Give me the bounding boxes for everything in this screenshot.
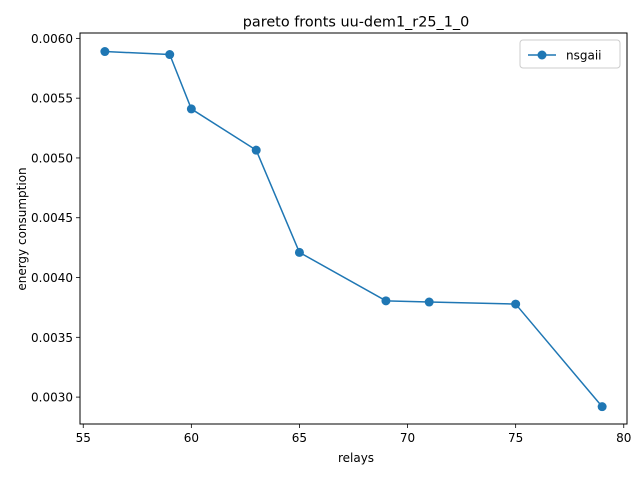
data-point — [381, 296, 391, 306]
legend-box — [519, 39, 621, 69]
x-tick-label: 75 — [508, 431, 523, 445]
y-tick-label: 0.0045 — [31, 211, 73, 225]
plot-frame — [79, 32, 628, 425]
data-point — [511, 299, 521, 309]
legend: nsgaii — [519, 39, 621, 69]
data-point — [100, 47, 110, 57]
x-axis-label: relays — [338, 451, 374, 465]
y-tick-label: 0.0055 — [31, 92, 73, 106]
chart-title: pareto fronts uu-dem1_r25_1_0 — [243, 15, 469, 31]
legend-label-nsgaii: nsgaii — [566, 49, 602, 63]
x-tick-label: 55 — [76, 431, 91, 445]
x-tick-label: 70 — [400, 431, 415, 445]
x-tick-label: 65 — [292, 431, 307, 445]
x-axis: 55 60 65 70 75 80 — [76, 424, 631, 445]
x-tick-label: 80 — [616, 431, 631, 445]
data-point — [165, 50, 175, 60]
y-axis-label: energy consumption — [15, 167, 29, 290]
y-axis: 0.0030 0.0035 0.0040 0.0045 0.0050 0.0055 0.00… — [31, 32, 80, 405]
x-tick-label: 60 — [184, 431, 199, 445]
data-point — [294, 247, 304, 257]
y-tick-label: 0.0050 — [31, 151, 73, 165]
data-point — [424, 297, 434, 307]
data-point — [597, 402, 607, 412]
data-point — [251, 145, 261, 155]
y-tick-label: 0.0030 — [31, 391, 73, 405]
legend-marker-nsgaii — [537, 50, 547, 60]
y-tick-label: 0.0060 — [31, 32, 73, 46]
y-tick-label: 0.0035 — [31, 331, 73, 345]
y-tick-label: 0.0040 — [31, 271, 73, 285]
series-layer — [100, 47, 607, 412]
plot-area — [80, 33, 627, 424]
data-point — [186, 104, 196, 114]
